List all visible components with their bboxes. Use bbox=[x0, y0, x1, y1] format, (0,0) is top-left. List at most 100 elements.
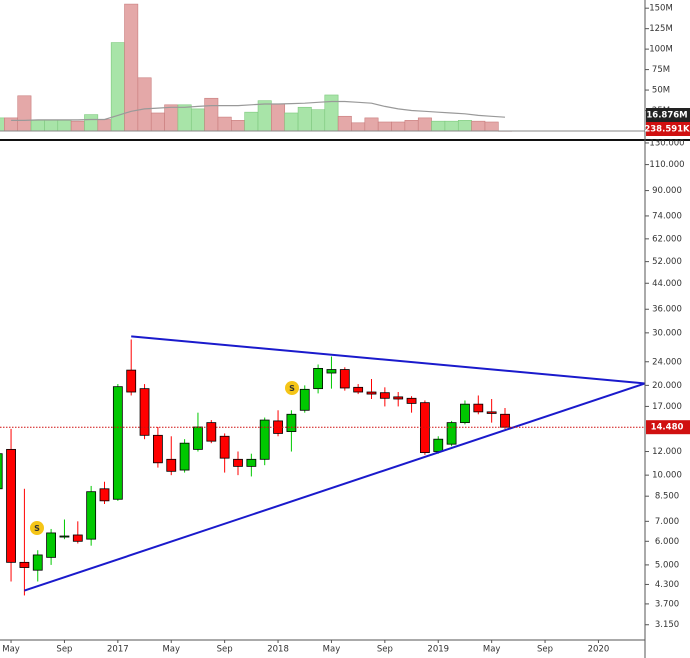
volume-bar bbox=[44, 120, 59, 132]
y-tick-label: 62.000 bbox=[652, 234, 682, 244]
volume-bar bbox=[177, 104, 192, 132]
candle-body bbox=[246, 458, 257, 467]
y-tick-label: 7.000 bbox=[655, 517, 679, 527]
volume-bar bbox=[30, 120, 45, 132]
volume-label-box bbox=[646, 122, 690, 136]
volume-bar bbox=[284, 112, 299, 132]
candle-body bbox=[32, 554, 43, 571]
volume-bar bbox=[164, 104, 179, 132]
candle-body bbox=[313, 368, 324, 390]
candle-body bbox=[286, 413, 297, 432]
y-tick-label: 6.000 bbox=[655, 537, 679, 547]
x-tick-label: 2020 bbox=[588, 645, 610, 655]
candle-body bbox=[299, 388, 310, 411]
y-tick-label: 8.500 bbox=[655, 492, 679, 502]
candle-body bbox=[152, 434, 163, 464]
volume-bar bbox=[484, 121, 499, 132]
y-tick-label: 3.700 bbox=[655, 599, 679, 609]
y-tick-label: 75M bbox=[652, 65, 670, 75]
y-tick-label: 110.000 bbox=[649, 160, 684, 170]
candle-body bbox=[166, 458, 177, 472]
volume-bar bbox=[244, 111, 259, 132]
volume-bar bbox=[190, 108, 205, 132]
candle-body bbox=[353, 386, 364, 393]
volume-bar bbox=[471, 120, 486, 132]
candle-body bbox=[193, 426, 203, 450]
y-tick-label: 50M bbox=[652, 86, 670, 96]
candle-body bbox=[393, 396, 404, 400]
signal-marker bbox=[30, 521, 44, 535]
candle-body bbox=[366, 391, 377, 395]
volume-bar bbox=[337, 115, 352, 132]
candle-body bbox=[326, 369, 337, 374]
candle-body bbox=[86, 491, 97, 540]
y-tick-label: 20.000 bbox=[652, 381, 682, 391]
candle-body bbox=[233, 458, 243, 467]
x-tick-label: Sep bbox=[56, 645, 72, 655]
signal-label: S bbox=[34, 524, 40, 533]
candle-body bbox=[179, 442, 190, 471]
volume-bar bbox=[110, 42, 125, 132]
candle-body bbox=[6, 448, 16, 563]
y-tick-label: 24.000 bbox=[652, 357, 682, 367]
y-tick-label: 10.000 bbox=[652, 471, 682, 481]
trendline bbox=[24, 382, 646, 592]
volume-bar bbox=[17, 95, 32, 132]
x-tick-label: Sep bbox=[377, 645, 393, 655]
y-tick-label: 5.000 bbox=[655, 560, 679, 570]
x-tick-label: May bbox=[162, 645, 180, 655]
volume-bar bbox=[311, 109, 326, 132]
y-tick-label: 100M bbox=[649, 45, 673, 55]
x-tick-label: 2018 bbox=[267, 645, 289, 655]
axis-labels: 3.150 3.700 4.300 5.000 6.000 7.000 8.500 10.00… bbox=[2, 4, 690, 655]
candle-body bbox=[433, 438, 444, 452]
y-tick-label: 150M bbox=[649, 4, 673, 14]
volume-bar bbox=[377, 121, 392, 132]
volume-bar bbox=[57, 120, 72, 132]
moving-average-line bbox=[11, 100, 506, 121]
volume-bar bbox=[391, 121, 406, 132]
volume-label: 16.876M bbox=[646, 111, 687, 121]
trendline bbox=[131, 335, 646, 385]
y-tick-label: 130.000 bbox=[649, 138, 684, 148]
volume-pane bbox=[0, 3, 645, 132]
candle-body bbox=[486, 411, 497, 414]
candle-body bbox=[339, 369, 350, 389]
volume-bar bbox=[137, 77, 152, 132]
candle-body bbox=[0, 453, 3, 490]
volume-bar bbox=[324, 94, 339, 132]
volume-bar bbox=[364, 117, 379, 132]
volume-bar bbox=[84, 114, 99, 132]
y-tick-label: 44.000 bbox=[652, 279, 682, 289]
y-tick-label: 52.000 bbox=[652, 257, 682, 267]
volume-bar bbox=[124, 3, 139, 132]
candle-body bbox=[419, 402, 430, 454]
x-tick-label: Sep bbox=[537, 645, 553, 655]
volume-bar bbox=[351, 122, 366, 132]
volume-bar bbox=[97, 119, 112, 132]
volume-bar bbox=[257, 100, 272, 132]
x-tick-label: 2019 bbox=[427, 645, 449, 655]
volume-label-box bbox=[646, 108, 690, 122]
volume-bar bbox=[271, 103, 286, 132]
candle-body bbox=[219, 435, 230, 459]
volume-bar bbox=[457, 120, 472, 132]
candle-body bbox=[59, 535, 70, 538]
y-tick-label: 90.000 bbox=[652, 186, 682, 196]
y-tick-label: 3.150 bbox=[655, 620, 679, 630]
y-tick-label: 74.000 bbox=[652, 211, 682, 221]
candle-body bbox=[446, 422, 457, 445]
y-tick-label: 12.000 bbox=[652, 447, 682, 457]
price-label: 14.480 bbox=[651, 423, 684, 433]
candle-body bbox=[112, 386, 123, 500]
price-pane: SS bbox=[0, 335, 646, 596]
volume-bar bbox=[444, 120, 459, 132]
signal-marker bbox=[285, 381, 299, 395]
candle-body bbox=[99, 488, 110, 502]
candle-body bbox=[460, 403, 470, 424]
candle-body bbox=[206, 422, 217, 442]
x-tick-label: 2017 bbox=[107, 645, 129, 655]
volume-bar bbox=[217, 116, 232, 132]
